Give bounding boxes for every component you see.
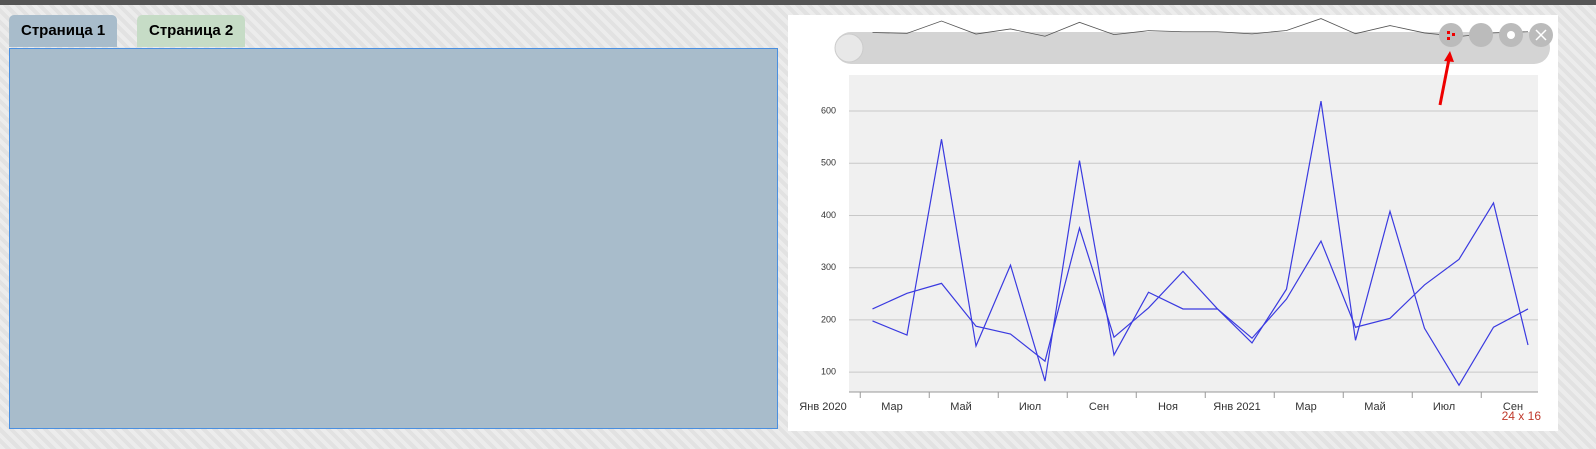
series-line xyxy=(872,201,1529,363)
chart-widget: 24 x 16 100 200 300 400 500 600 Янв 2020 Мар Май… xyxy=(788,15,1558,431)
plot-area xyxy=(849,75,1538,392)
arrow xyxy=(1438,58,1451,106)
tab[interactable]: Страница 2 xyxy=(137,15,246,47)
navigator-handle[interactable] xyxy=(834,33,864,63)
tab[interactable]: Страница 1 xyxy=(9,15,118,47)
y-tick-label: 300 xyxy=(821,262,836,272)
icon-button[interactable] xyxy=(1439,23,1463,47)
icon xyxy=(1507,31,1515,39)
chart: 24 x 16 100 200 300 400 500 600 Янв 2020 Мар Май… xyxy=(799,18,1553,423)
top-bar xyxy=(0,0,1596,5)
x-tick-label: Май xyxy=(950,401,972,413)
icon xyxy=(1535,29,1547,41)
x-tick-label: Май xyxy=(1364,401,1386,413)
x-tick-label: Сен xyxy=(1089,401,1109,413)
size-label: 24 x 16 xyxy=(1502,409,1542,423)
x-tick-label: Мар xyxy=(881,401,903,413)
icon-button[interactable] xyxy=(1469,23,1493,47)
x-tick-label: Мар xyxy=(1295,401,1317,413)
y-tick-label: 600 xyxy=(821,105,836,115)
navigator[interactable] xyxy=(835,32,1550,64)
icon xyxy=(1447,31,1450,34)
arrow-head xyxy=(1444,51,1454,62)
y-tick-label: 100 xyxy=(821,367,836,377)
x-tick-label: Янв 2020 xyxy=(799,401,846,413)
page-panel xyxy=(9,48,778,429)
x-tick-label: Июл xyxy=(1019,401,1041,413)
icon xyxy=(1447,37,1450,40)
y-tick-label: 500 xyxy=(821,158,836,168)
y-tick-label: 200 xyxy=(821,314,836,324)
x-tick-label: Сен xyxy=(1503,401,1523,413)
series-line xyxy=(872,101,1529,387)
x-tick-label: Июл xyxy=(1433,401,1455,413)
icon xyxy=(1452,33,1455,36)
x-tick-label: Янв 2021 xyxy=(1213,401,1260,413)
navigator-line xyxy=(872,18,1529,37)
y-tick-label: 400 xyxy=(821,210,836,220)
x-tick-label: Ноя xyxy=(1158,401,1178,413)
